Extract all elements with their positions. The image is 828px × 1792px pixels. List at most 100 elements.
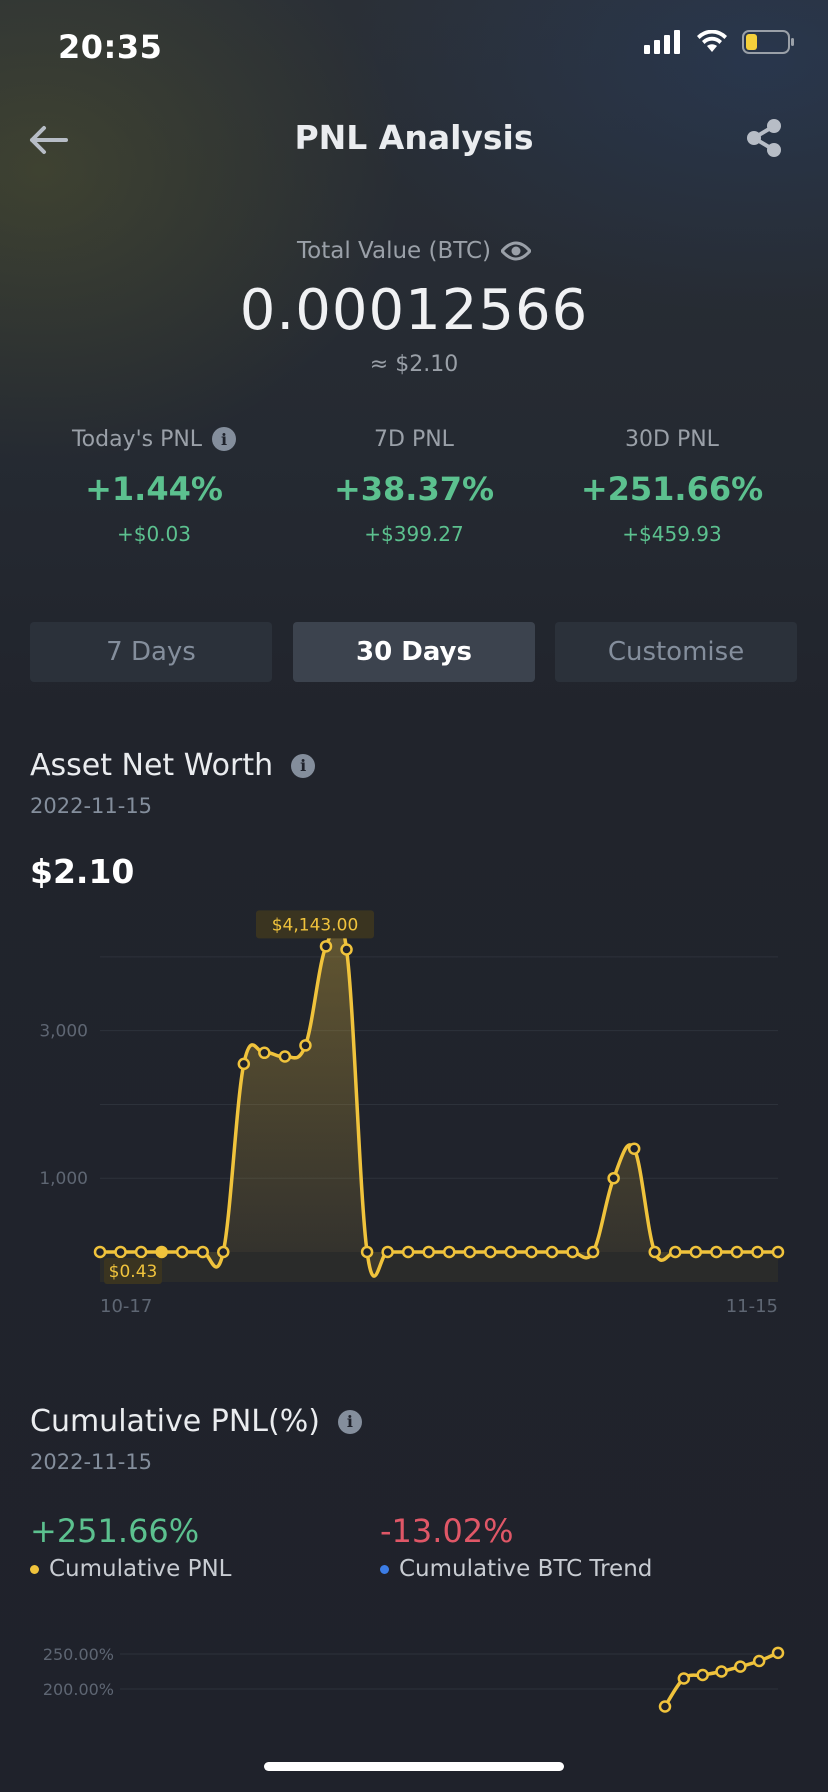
- share-icon: [747, 119, 781, 157]
- data-point[interactable]: [299, 1039, 312, 1052]
- todays-pnl-pct: +1.44%: [85, 470, 223, 508]
- asset-net-worth-chart[interactable]: 1,000 3,000 10-17 11-15 $4,143.00 $0.43: [0, 900, 828, 1340]
- info-icon[interactable]: i: [212, 427, 237, 451]
- eye-icon[interactable]: [500, 241, 531, 261]
- cumulative-pnl-value: +251.66%: [30, 1512, 200, 1550]
- data-point[interactable]: [93, 1245, 107, 1259]
- data-point[interactable]: [463, 1245, 477, 1259]
- data-point[interactable]: [752, 1654, 766, 1668]
- asset-line: [100, 918, 778, 1278]
- info-icon[interactable]: i: [291, 753, 316, 778]
- signal-icon: [644, 30, 680, 54]
- total-value-label-row: Total Value (BTC): [0, 238, 828, 264]
- cumulative-btc-value: -13.02%: [380, 1512, 514, 1550]
- chart-clip: [0, 1716, 828, 1722]
- cumulative-pnl-date: 2022-11-15: [30, 1450, 153, 1474]
- data-point[interactable]: [134, 1245, 148, 1259]
- max-value-label: $4,143.00: [256, 910, 374, 939]
- y-tick-label: 200.00%: [43, 1680, 114, 1699]
- data-point[interactable]: [627, 1142, 641, 1155]
- x-tick-label: 11-15: [726, 1296, 778, 1317]
- todays-pnl: Today's PNL i +1.44% +$0.03: [24, 424, 284, 546]
- legend-cumulative-pnl: Cumulative PNL: [30, 1556, 231, 1582]
- wifi-icon: [697, 30, 727, 52]
- 7d-pnl: 7D PNL +38.37% +$399.27: [284, 424, 544, 547]
- back-arrow-icon: [30, 126, 68, 154]
- data-point[interactable]: [689, 1245, 703, 1259]
- data-point[interactable]: [196, 1245, 209, 1259]
- data-point[interactable]: [715, 1665, 728, 1678]
- battery-icon: [742, 30, 794, 54]
- page-title: PNL Analysis: [294, 118, 534, 157]
- data-point[interactable]: [771, 1245, 785, 1259]
- tab-customise[interactable]: Customise: [555, 622, 797, 682]
- data-point[interactable]: [422, 1245, 435, 1259]
- data-point[interactable]: [677, 1672, 691, 1685]
- todays-pnl-label: Today's PNL: [71, 426, 203, 452]
- y-tick-label: 3,000: [39, 1022, 88, 1042]
- data-point[interactable]: [525, 1245, 538, 1259]
- 30d-pnl-usd: +$459.93: [622, 522, 722, 546]
- legend-cumulative-btc-label: Cumulative BTC Trend: [399, 1556, 653, 1582]
- svg-text:$0.43: $0.43: [109, 1262, 158, 1282]
- data-point[interactable]: [504, 1245, 518, 1259]
- data-point[interactable]: [658, 1700, 672, 1713]
- data-point[interactable]: [648, 1245, 661, 1259]
- cumulative-pnl-chart[interactable]: 250.00%200.00%150.00%: [0, 1630, 828, 1722]
- 30d-pnl-label: 30D PNL: [625, 426, 719, 452]
- data-point[interactable]: [734, 1660, 747, 1673]
- total-value-label: Total Value (BTC): [297, 238, 491, 264]
- data-point[interactable]: [669, 1245, 682, 1259]
- legend-cumulative-pnl-label: Cumulative PNL: [49, 1556, 232, 1582]
- data-point[interactable]: [217, 1245, 230, 1259]
- data-point[interactable]: [381, 1245, 394, 1259]
- total-value-usd: ≈ $2.10: [369, 352, 459, 377]
- data-point[interactable]: [751, 1245, 764, 1259]
- data-point[interactable]: [278, 1050, 292, 1063]
- data-point[interactable]: [607, 1171, 620, 1185]
- data-point[interactable]: [360, 1245, 374, 1259]
- data-point[interactable]: [443, 1245, 456, 1259]
- data-point[interactable]: [771, 1646, 785, 1660]
- tab-30-days[interactable]: 30 Days: [293, 622, 535, 682]
- y-tick-label: 250.00%: [43, 1645, 114, 1664]
- 7d-pnl-label: 7D PNL: [374, 426, 454, 452]
- data-point[interactable]: [730, 1245, 744, 1259]
- data-point[interactable]: [114, 1245, 127, 1259]
- asset-net-worth-date: 2022-11-15: [30, 794, 153, 818]
- data-point[interactable]: [401, 1245, 415, 1259]
- y-tick-label: 1,000: [39, 1169, 88, 1189]
- legend-cumulative-btc: Cumulative BTC Trend: [380, 1556, 652, 1582]
- tab-7-days[interactable]: 7 Days: [30, 622, 272, 682]
- info-icon[interactable]: i: [337, 1409, 362, 1434]
- data-point[interactable]: [340, 943, 353, 956]
- data-point[interactable]: [696, 1668, 709, 1682]
- cumulative-pnl-title: Cumulative PNL(%): [30, 1404, 320, 1439]
- todays-pnl-usd: +$0.03: [116, 522, 191, 546]
- data-point[interactable]: [586, 1245, 600, 1259]
- status-icons: [644, 30, 796, 54]
- 30d-pnl-pct: +251.66%: [580, 470, 764, 508]
- asset-net-worth-value: $2.10: [30, 852, 135, 891]
- min-value-label: $0.43: [104, 1258, 162, 1284]
- 7d-pnl-usd: +$399.27: [364, 522, 464, 546]
- data-point[interactable]: [566, 1245, 579, 1259]
- svg-text:$4,143.00: $4,143.00: [272, 915, 359, 935]
- home-indicator[interactable]: [264, 1762, 564, 1771]
- data-point[interactable]: [545, 1245, 559, 1259]
- status-time: 20:35: [58, 28, 163, 66]
- data-point[interactable]: [710, 1245, 723, 1259]
- data-point[interactable]: [319, 940, 333, 953]
- min-point-marker: [155, 1245, 168, 1258]
- total-value: 0.00012566: [239, 278, 589, 343]
- legend-dot-yellow: [30, 1564, 39, 1574]
- data-point[interactable]: [237, 1057, 251, 1071]
- data-point[interactable]: [175, 1245, 189, 1259]
- back-button[interactable]: [26, 118, 70, 162]
- share-button[interactable]: [744, 118, 788, 162]
- data-point[interactable]: [484, 1245, 497, 1259]
- legend-dot-blue: [380, 1564, 389, 1574]
- asset-net-worth-title: Asset Net Worth: [30, 748, 274, 783]
- data-point[interactable]: [258, 1046, 271, 1060]
